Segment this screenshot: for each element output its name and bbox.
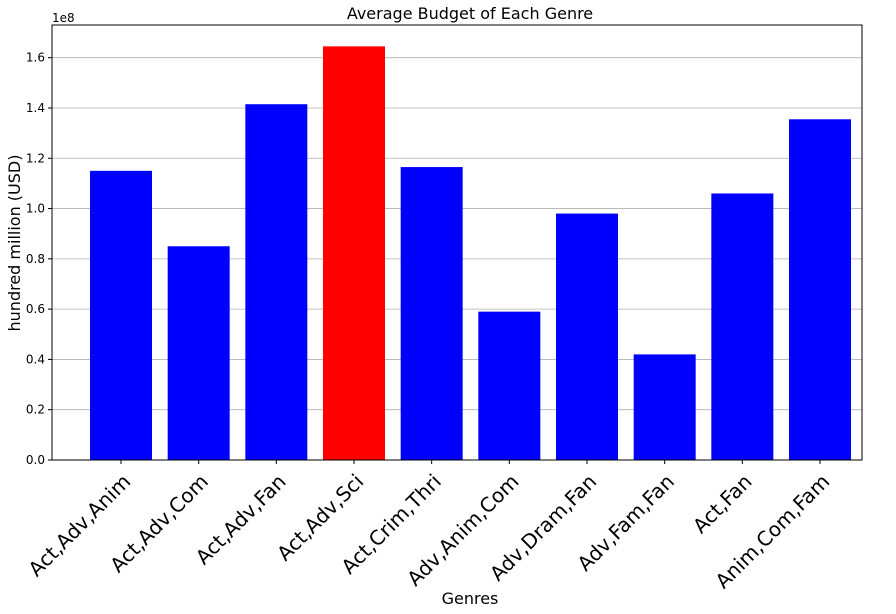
bar-act-adv-anim xyxy=(90,170,152,461)
bar-act-adv-sci xyxy=(323,46,385,460)
bar-act-fan xyxy=(711,193,774,460)
bar-adv-dram-fan xyxy=(556,213,618,460)
x-ticks: Act,Adv,AnimAct,Adv,ComAct,Adv,FanAct,Ad… xyxy=(23,460,834,593)
y-offset-label: 1e8 xyxy=(52,11,75,25)
y-tick-label: 1.0 xyxy=(26,202,45,216)
y-tick-label: 0.2 xyxy=(26,403,45,417)
y-tick-label: 1.2 xyxy=(26,151,45,165)
y-ticks: 0.0 0.2 0.4 0.6 0.8 1.0 1.2 1.4 1.6 xyxy=(26,51,52,467)
y-tick-label: 0.4 xyxy=(26,352,45,366)
y-tick-label: 0.8 xyxy=(26,252,45,266)
bar-act-adv-com xyxy=(167,246,230,460)
plot-frame xyxy=(51,24,863,461)
y-axis-label: hundred million (USD) xyxy=(5,155,24,332)
bar-adv-anim-com xyxy=(478,311,541,460)
y-tick-label: 0.6 xyxy=(26,302,45,316)
x-tick-label: Act,Fan xyxy=(688,469,757,538)
bar-adv-fam-fan xyxy=(633,354,696,460)
y-tick-label: 0.0 xyxy=(26,453,45,467)
y-tick-label: 1.4 xyxy=(26,101,45,115)
bar-anim-com-fam xyxy=(789,119,851,461)
x-axis-label: Genres xyxy=(442,589,499,608)
chart-title: Average Budget of Each Genre xyxy=(347,4,593,23)
bar-act-adv-fan xyxy=(245,104,308,460)
bar-act-crim-thri xyxy=(400,167,463,460)
y-tick-label: 1.6 xyxy=(26,51,45,65)
bars xyxy=(90,46,851,461)
